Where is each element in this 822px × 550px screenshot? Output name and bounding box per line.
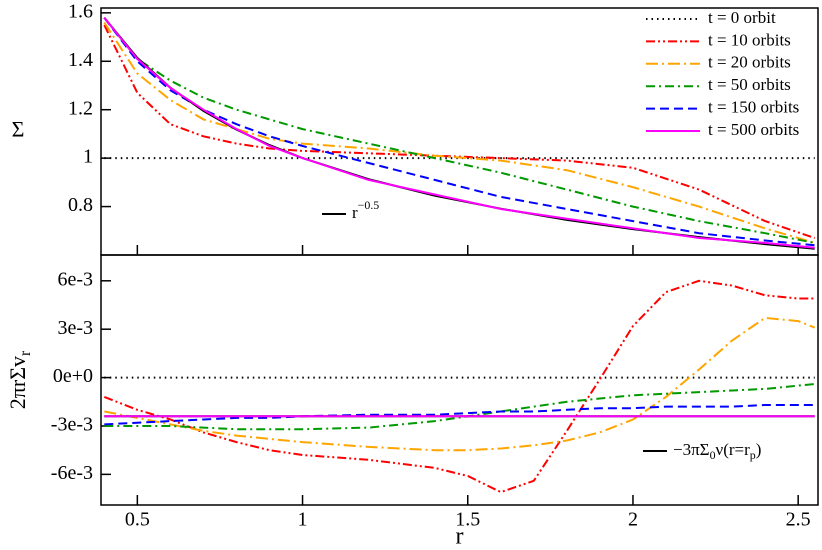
y-tick-label: 0.8 bbox=[68, 194, 93, 216]
series-line bbox=[103, 279, 815, 494]
main-text: 2πrΣv bbox=[5, 356, 30, 409]
y-tick-label: 1.2 bbox=[68, 97, 93, 119]
legend-label: t = 500 orbits bbox=[708, 120, 799, 139]
script-text: 0 bbox=[710, 448, 716, 462]
series-line bbox=[103, 21, 815, 244]
y-tick-label: 0e+0 bbox=[53, 365, 93, 387]
legend-label: t = 10 orbits bbox=[708, 30, 791, 49]
plot-frame bbox=[100, 254, 819, 506]
x-tick-label: 1.5 bbox=[455, 509, 480, 531]
y-tick-label: 1.6 bbox=[68, 0, 93, 22]
legend-label: t = 150 orbits bbox=[708, 98, 799, 117]
x-tick-label: 0.5 bbox=[125, 509, 150, 531]
y-tick-label: 1.4 bbox=[68, 49, 93, 71]
y-tick-label: 3e-3 bbox=[57, 317, 93, 339]
x-tick-label: 2.5 bbox=[786, 509, 811, 531]
annotation: −3πΣ0ν(r=rp) bbox=[673, 440, 761, 462]
legend-label: t = 20 orbits bbox=[708, 53, 791, 72]
main-text: ν(r=r bbox=[716, 440, 751, 459]
series-line bbox=[104, 404, 815, 426]
script-text: p bbox=[750, 448, 756, 462]
legend-label: t = 50 orbits bbox=[708, 75, 791, 94]
main-text: r bbox=[352, 203, 358, 222]
annotation: r−0.5 bbox=[352, 198, 379, 222]
series-line bbox=[103, 24, 816, 239]
x-axis-label: r bbox=[456, 524, 464, 550]
series-line bbox=[103, 17, 815, 249]
y-axis-label: 2πrΣvr bbox=[5, 351, 33, 409]
y-axis-label: Σ bbox=[12, 117, 25, 142]
x-tick-label: 1 bbox=[298, 509, 308, 531]
series-line bbox=[103, 17, 815, 247]
script-text: r bbox=[17, 351, 34, 356]
y-tick-label: -3e-3 bbox=[51, 414, 93, 436]
main-text: ) bbox=[756, 440, 762, 459]
y-tick-label: 1 bbox=[83, 146, 93, 168]
script-text: −0.5 bbox=[358, 198, 380, 212]
x-tick-label: 2 bbox=[628, 509, 638, 531]
y-tick-label: -6e-3 bbox=[51, 462, 93, 484]
legend-label: t = 0 orbit bbox=[708, 8, 776, 27]
main-text: −3πΣ bbox=[673, 440, 710, 459]
series-line bbox=[104, 316, 816, 452]
y-tick-label: 6e-3 bbox=[57, 268, 93, 290]
